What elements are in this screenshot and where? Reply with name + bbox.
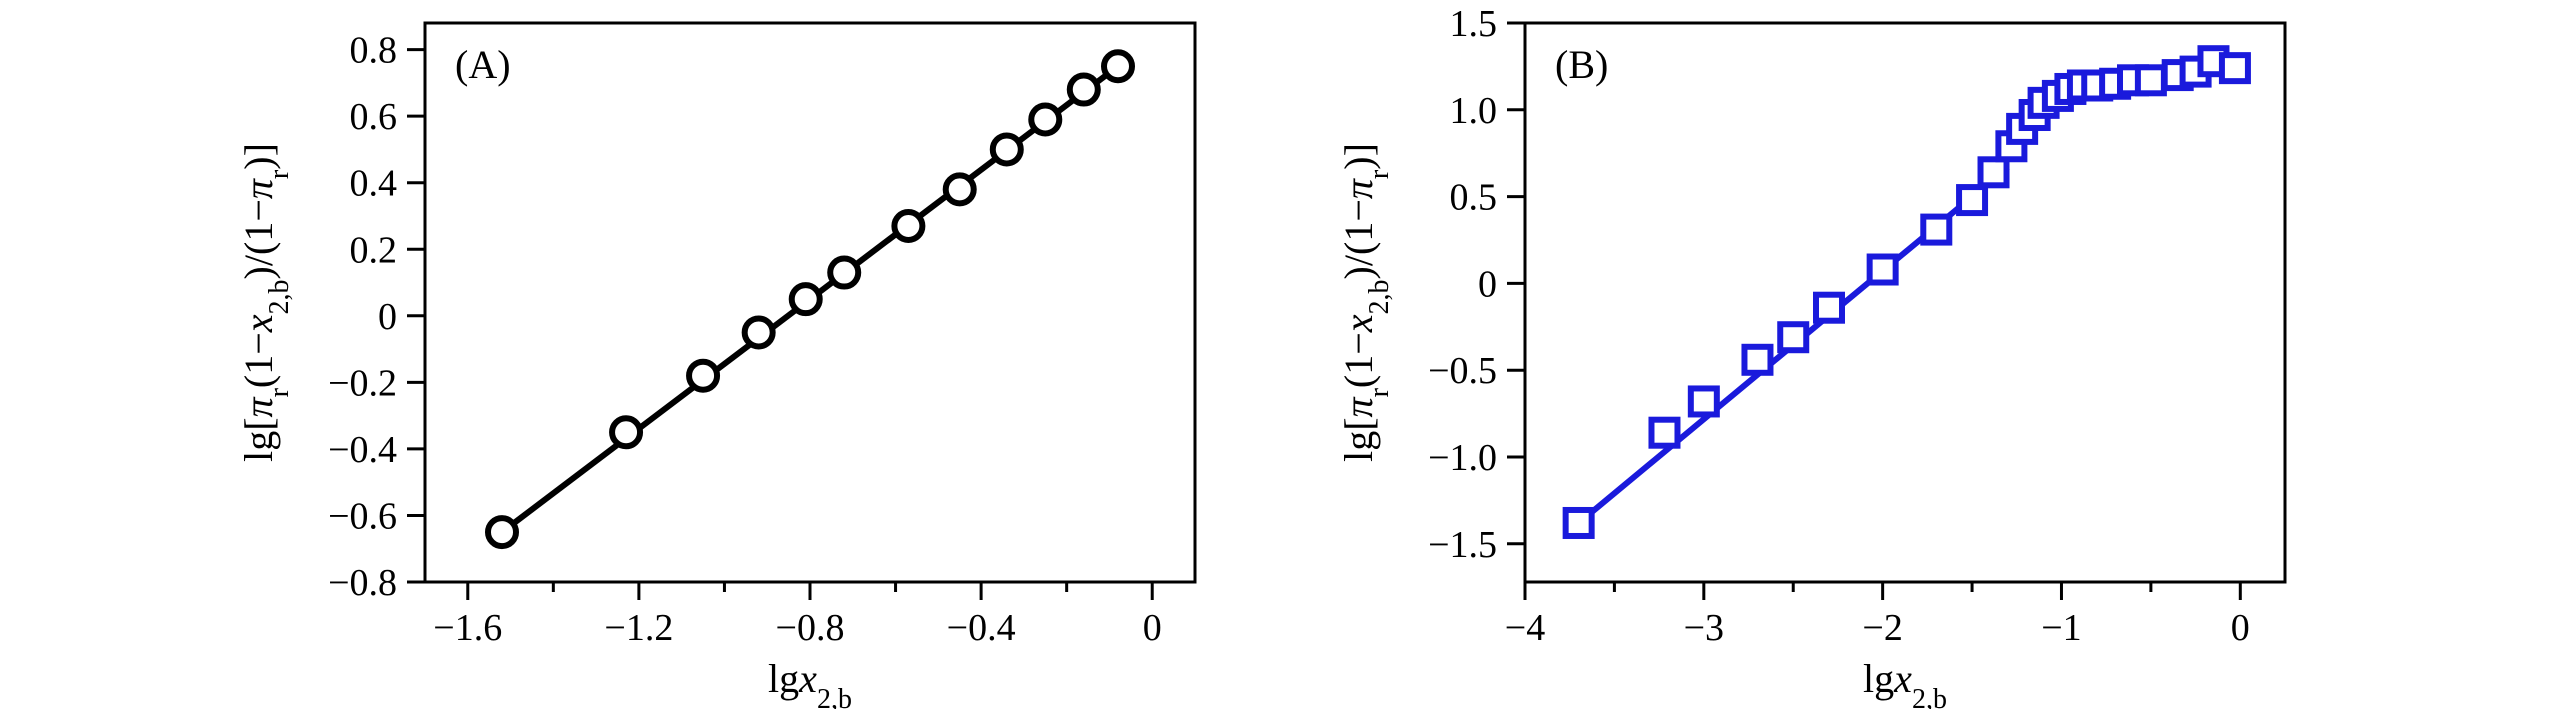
- data-point: [1956, 184, 1989, 217]
- y-tick-label: 0.2: [350, 229, 398, 271]
- chart-b: −4 −3 −2 −1 0 −1.5 −1.0 −0.5 0 0.5 1.0 1.5 (B) lgx2,b…: [1336, 3, 2287, 709]
- data-point: [1101, 49, 1135, 84]
- data-point: [891, 208, 926, 243]
- y-tick-label: 0.4: [350, 163, 398, 205]
- y-tick-label: −0.4: [328, 429, 397, 471]
- panel-label: (A): [455, 42, 511, 87]
- data-point: [1562, 506, 1595, 539]
- data-point: [827, 255, 862, 290]
- data-point: [1813, 291, 1845, 324]
- y-tick-label: 0: [1478, 263, 1497, 305]
- y-tick-label: −0.5: [1428, 350, 1497, 392]
- y-tick-label: 0.6: [350, 96, 398, 138]
- data-point: [686, 358, 721, 393]
- data-point: [1648, 416, 1681, 449]
- data-point: [1066, 72, 1101, 107]
- data-point: [741, 315, 776, 350]
- y-axis-title: lg[πr(1−x2,b)/(1−πr)]: [1336, 143, 1395, 462]
- data-point: [2218, 52, 2251, 85]
- x-axis-title: lgx2,b: [768, 656, 852, 709]
- data-point: [1866, 253, 1899, 286]
- x-tick-label: 0: [2231, 607, 2250, 649]
- x-tick-label: −4: [1505, 607, 1545, 649]
- x-tick-label: −2: [1862, 607, 1902, 649]
- data-point: [1741, 343, 1774, 376]
- x-tick-label: −0.4: [947, 607, 1016, 649]
- data-point: [989, 132, 1024, 167]
- chart-a: −1.6 −1.2 −0.8 −0.4 0 −0.8 −0.6 −0.4 −0.2 0 0.2 0.4…: [236, 21, 1197, 709]
- y-tick-label: −0.8: [328, 562, 397, 604]
- x-tick-label: −0.8: [776, 607, 845, 649]
- x-tick-label: −3: [1684, 607, 1724, 649]
- y-axis-title: lg[πr(1−x2,b)/(1−πr)]: [236, 143, 295, 462]
- data-point: [942, 172, 977, 207]
- y-tick-label: −0.2: [328, 362, 397, 404]
- y-tick-label: 1.0: [1450, 90, 1498, 132]
- y-tick-label: −1.5: [1428, 524, 1497, 566]
- x-tick-label: −1.2: [604, 607, 673, 649]
- x-tick-label: −1.6: [433, 607, 502, 649]
- panel-label: (B): [1555, 42, 1608, 87]
- y-tick-label: −1.0: [1428, 437, 1497, 479]
- y-tick-label: −0.6: [328, 495, 397, 537]
- data-point: [1687, 385, 1720, 418]
- data-point: [2134, 64, 2167, 97]
- plot-frame: [1523, 21, 2287, 584]
- x-axis-title: lgx2,b: [1863, 656, 1947, 709]
- data-point: [1777, 321, 1810, 354]
- x-tick-label: −1: [2041, 607, 2081, 649]
- data-point: [609, 415, 644, 450]
- y-tick-label: 0: [378, 296, 397, 338]
- data-point: [1920, 213, 1953, 246]
- data-point: [1028, 102, 1063, 137]
- x-tick-label: 0: [1143, 607, 1162, 649]
- y-tick-label: 0.5: [1450, 177, 1498, 219]
- y-tick-label: 0.8: [350, 30, 398, 72]
- y-tick-label: 1.5: [1450, 3, 1498, 45]
- data-point: [1977, 156, 2010, 189]
- data-point: [485, 515, 519, 550]
- data-point: [788, 282, 823, 317]
